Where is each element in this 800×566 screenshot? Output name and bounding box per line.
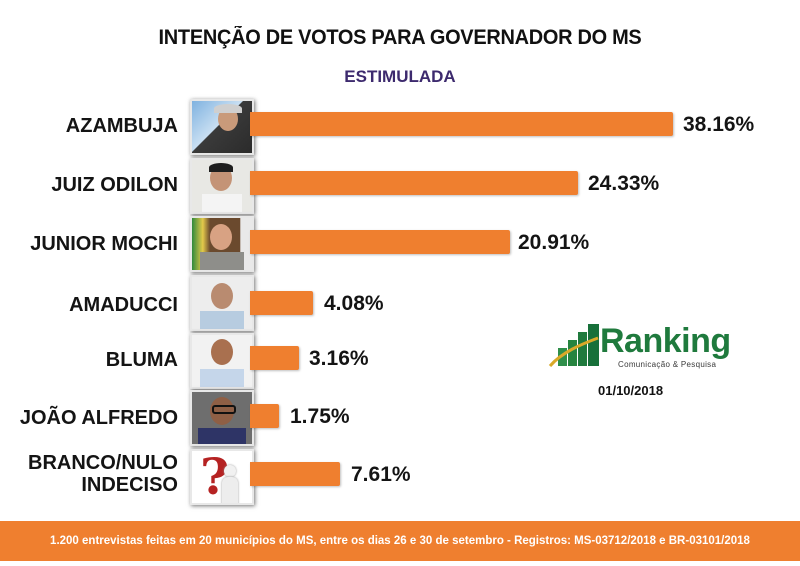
candidate-name: JOÃO ALFREDO [19, 407, 178, 429]
bar [250, 171, 578, 195]
chart-title: INTENÇÃO DE VOTOS PARA GOVERNADOR DO MS [158, 26, 642, 49]
chart-subtitle: ESTIMULADA [344, 67, 456, 86]
footer-note: 1.200 entrevistas feitas em 20 município… [0, 521, 800, 561]
bar [250, 112, 673, 136]
value-label: 4.08% [324, 292, 384, 315]
bar-chart-logo-icon [548, 324, 599, 368]
candidate-name: AMADUCCI [69, 294, 178, 316]
candidate-photo [190, 390, 254, 446]
bar-row-branco-nulo-indeciso: BRANCO/NULO INDECISO ? 7.61% [0, 446, 800, 505]
logo-tagline: Comunicação & Pesquisa [618, 360, 717, 369]
candidate-photo [190, 216, 254, 272]
candidate-name: JUNIOR MOCHI [30, 233, 178, 255]
value-label: 7.61% [351, 463, 411, 486]
bar-row-bluma: BLUMA 3.16% [0, 330, 800, 389]
question-mark-icon: ? [190, 449, 254, 505]
value-label: 38.16% [683, 113, 755, 136]
candidate-name-line1: BRANCO/NULO [28, 452, 178, 474]
bar [250, 230, 510, 254]
candidate-photo [190, 99, 254, 155]
survey-date: 01/10/2018 [598, 383, 664, 398]
bar [250, 291, 313, 315]
candidate-photo [190, 275, 254, 331]
bar [250, 404, 279, 428]
candidate-name: BLUMA [105, 349, 178, 371]
candidate-name-line2: INDECISO [81, 474, 178, 496]
value-label: 1.75% [290, 405, 350, 428]
bar-row-amaducci: AMADUCCI 4.08% [0, 272, 800, 331]
bar-row-junior-mochi: JUNIOR MOCHI 20.91% [0, 213, 800, 272]
bar [250, 462, 340, 486]
candidate-photo [190, 158, 254, 214]
candidate-name: AZAMBUJA [65, 115, 178, 137]
candidate-name: JUIZ ODILON [51, 174, 178, 196]
bar-row-joao-alfredo: JOÃO ALFREDO 1.75% [0, 387, 800, 446]
bar-row-juiz-odilon: JUIZ ODILON 24.33% [0, 155, 800, 214]
value-label: 20.91% [518, 231, 590, 254]
bar-row-azambuja: AZAMBUJA 38.16% [0, 96, 800, 155]
candidate-photo [190, 333, 254, 389]
bar [250, 346, 299, 370]
logo-brand: Ranking [600, 322, 731, 360]
value-label: 3.16% [309, 347, 369, 370]
ranking-logo: Ranking Comunicação & Pesquisa [548, 322, 731, 372]
value-label: 24.33% [588, 172, 660, 195]
